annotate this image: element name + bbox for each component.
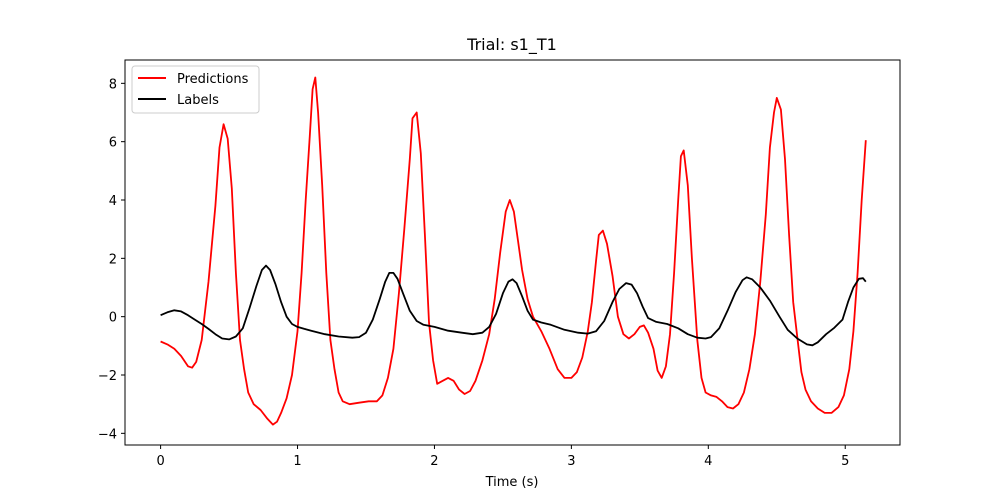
y-tick-label: 0	[109, 311, 117, 326]
y-tick-label: −4	[98, 427, 117, 442]
series-line-labels	[160, 264, 867, 347]
legend-label-predictions: Predictions	[177, 72, 249, 87]
plot-frame	[124, 59, 901, 446]
series-line-predictions	[160, 76, 867, 426]
plot-area	[160, 76, 867, 426]
legend: Predictions Labels	[131, 65, 260, 114]
x-axis-label: Time (s)	[485, 475, 539, 490]
x-tick-label: 2	[430, 454, 438, 469]
x-tick-label: 4	[704, 454, 712, 469]
y-tick-label: 4	[109, 194, 117, 209]
y-tick-label: 6	[109, 136, 117, 151]
x-tick-label: 0	[156, 454, 164, 469]
legend-label-labels: Labels	[177, 93, 219, 108]
x-axis: 0 1 2 3 4 5	[156, 445, 849, 469]
x-tick-label: 3	[567, 454, 575, 469]
x-tick-label: 5	[841, 454, 849, 469]
y-tick-label: −2	[98, 369, 117, 384]
x-tick-label: 1	[293, 454, 301, 469]
y-tick-label: 2	[109, 252, 117, 267]
y-axis: −4 −2 0 2 4 6 8	[98, 77, 125, 442]
y-tick-label: 8	[109, 77, 117, 92]
chart-title: Trial: s1_T1	[466, 35, 557, 55]
